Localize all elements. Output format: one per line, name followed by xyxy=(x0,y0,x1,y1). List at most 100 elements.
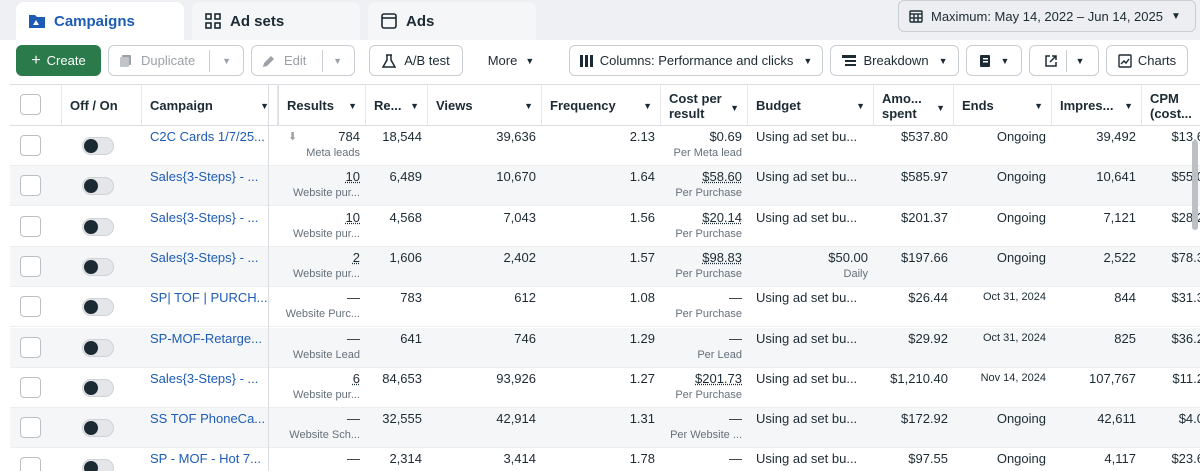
chevron-down-icon[interactable]: ▼ xyxy=(643,101,652,111)
row-checkbox[interactable] xyxy=(20,296,41,318)
chevron-down-icon[interactable]: ▼ xyxy=(524,101,533,111)
header-ends[interactable]: Ends ▼ xyxy=(954,85,1052,126)
campaign-cell[interactable]: SP-MOF-Retarge... xyxy=(142,328,278,368)
campaign-toggle[interactable] xyxy=(82,419,114,438)
views-value: 10,670 xyxy=(496,169,536,185)
campaign-toggle[interactable] xyxy=(82,298,114,317)
header-reach[interactable]: Re... ▼ xyxy=(366,85,428,126)
header-label: CPM xyxy=(1150,90,1179,106)
chevron-down-icon[interactable]: ▼ xyxy=(1124,101,1133,111)
more-button[interactable]: More ▼ xyxy=(474,45,548,76)
row-checkbox[interactable] xyxy=(20,215,41,237)
row-checkbox[interactable] xyxy=(20,135,41,156)
amount-spent-cell: $172.92 xyxy=(874,408,954,448)
duplicate-button[interactable]: Duplicate ▼ xyxy=(108,45,244,76)
budget-cell: $50.00 Daily xyxy=(748,247,874,287)
toggle-knob xyxy=(84,179,98,194)
table-row[interactable]: SS TOF PhoneCa... — Website Sch... 32,555 42… xyxy=(10,408,1200,449)
campaign-cell[interactable]: SP| TOF | PURCH... xyxy=(142,287,278,327)
header-budget[interactable]: Budget ▼ xyxy=(748,85,874,126)
table-row[interactable]: SP-MOF-Retarge... — Website Lead 641 746 1.29… xyxy=(10,327,1200,368)
chevron-down-icon[interactable]: ▼ xyxy=(1034,101,1043,111)
ab-test-button[interactable]: A/B test xyxy=(369,45,463,76)
campaign-toggle[interactable] xyxy=(82,217,114,236)
campaign-toggle[interactable] xyxy=(82,137,114,155)
campaign-cell[interactable]: SS TOF PhoneCa... xyxy=(142,408,278,448)
campaign-toggle[interactable] xyxy=(82,459,114,471)
breakdown-button[interactable]: Breakdown ▼ xyxy=(830,45,959,76)
header-label: Budget xyxy=(756,98,801,113)
campaign-name-link[interactable]: Sales{3-Steps} - ... xyxy=(150,169,259,185)
header-impressions[interactable]: Impres... ▼ xyxy=(1052,85,1142,126)
cost-per-result-type: Per Lead xyxy=(697,348,742,361)
tab-ad-sets[interactable]: Ad sets xyxy=(192,2,360,40)
header-campaign[interactable]: Campaign ▼ xyxy=(142,85,278,126)
export-button[interactable]: ▼ xyxy=(1029,45,1099,76)
chevron-down-icon[interactable]: ▼ xyxy=(730,103,739,113)
header-amount-spent[interactable]: Amo... spent ▼ xyxy=(874,85,954,126)
campaign-name-link[interactable]: SP| TOF | PURCH... xyxy=(150,290,268,306)
row-checkbox[interactable] xyxy=(20,417,41,439)
row-checkbox[interactable] xyxy=(20,255,41,277)
chevron-down-icon[interactable]: ▼ xyxy=(856,101,865,111)
header-frequency[interactable]: Frequency ▼ xyxy=(542,85,661,126)
campaign-cell[interactable]: Sales{3-Steps} - ... xyxy=(142,207,278,247)
reports-button[interactable]: ▼ xyxy=(966,45,1022,76)
table-row[interactable]: SP| TOF | PURCH... — Website Purc... 783 612… xyxy=(10,287,1200,328)
edit-button[interactable]: Edit ▼ xyxy=(251,45,355,76)
date-range-picker[interactable]: Maximum: May 14, 2022 – Jun 14, 2025 ▼ xyxy=(898,0,1196,32)
campaign-toggle[interactable] xyxy=(82,338,114,357)
create-button[interactable]: + Create xyxy=(16,45,101,76)
select-all-checkbox[interactable] xyxy=(20,94,41,115)
campaign-name-link[interactable]: SP-MOF-Retarge... xyxy=(150,330,262,346)
tab-campaigns[interactable]: Campaigns xyxy=(16,2,184,40)
chevron-down-icon[interactable]: ▼ xyxy=(348,101,357,111)
header-views[interactable]: Views ▼ xyxy=(428,85,542,126)
vertical-scrollbar[interactable] xyxy=(1192,140,1198,230)
table-row[interactable]: C2C Cards 1/7/25... ⬇ 784 Meta leads 18,544 3… xyxy=(10,126,1200,166)
charts-button[interactable]: Charts xyxy=(1106,45,1188,76)
campaign-toggle[interactable] xyxy=(82,177,114,196)
header-off-on[interactable]: Off / On xyxy=(62,85,142,126)
campaign-toggle[interactable] xyxy=(82,257,114,276)
tab-ads[interactable]: Ads xyxy=(368,2,536,40)
campaign-cell[interactable]: C2C Cards 1/7/25... xyxy=(142,126,278,166)
reach-cell: 4,568 xyxy=(366,207,428,247)
header-label: Re... xyxy=(374,98,402,113)
header-cpm[interactable]: CPM (cost... xyxy=(1142,85,1200,126)
table-row[interactable]: SP - MOF - Hot 7... — 2,314 3,414 1.78 — Using… xyxy=(10,448,1200,471)
cost-per-result-value: $0.69 xyxy=(709,129,742,144)
row-checkbox[interactable] xyxy=(20,457,41,471)
chevron-down-icon[interactable]: ▼ xyxy=(936,103,945,113)
table-row[interactable]: Sales{3-Steps} - ... 2 Website pur... 1,606… xyxy=(10,246,1200,287)
table-header: Off / On Campaign ▼ Results ▼ Re... ▼ Views… xyxy=(10,84,1200,126)
campaign-cell[interactable]: Sales{3-Steps} - ... xyxy=(142,166,278,206)
duplicate-label: Duplicate xyxy=(141,53,196,68)
campaign-name-link[interactable]: Sales{3-Steps} - ... xyxy=(150,249,259,265)
table-row[interactable]: Sales{3-Steps} - ... 6 Website pur... 84,65… xyxy=(10,368,1200,408)
row-checkbox[interactable] xyxy=(20,376,41,398)
frequency-value: 1.78 xyxy=(629,451,655,467)
campaign-name-link[interactable]: Sales{3-Steps} - ... xyxy=(150,209,259,225)
frequency-value: 1.31 xyxy=(629,411,655,427)
cost-per-result-cell: $20.14 Per Purchase xyxy=(661,207,748,247)
campaign-name-link[interactable]: SP - MOF - Hot 7... xyxy=(150,451,262,467)
header-results[interactable]: Results ▼ xyxy=(278,85,366,126)
campaign-cell[interactable]: SP - MOF - Hot 7... xyxy=(142,448,278,471)
chevron-down-icon[interactable]: ▼ xyxy=(260,101,269,111)
chevron-down-icon[interactable]: ▼ xyxy=(410,101,419,111)
campaign-toggle[interactable] xyxy=(82,378,114,397)
table-row[interactable]: Sales{3-Steps} - ... 10 Website pur... 4,56… xyxy=(10,207,1200,247)
campaign-name-link[interactable]: C2C Cards 1/7/25... xyxy=(150,129,265,144)
campaign-cell[interactable]: Sales{3-Steps} - ... xyxy=(142,368,278,408)
row-checkbox[interactable] xyxy=(20,175,41,197)
header-cost-per-result[interactable]: Cost per result ▼ xyxy=(661,85,748,126)
table-row[interactable]: Sales{3-Steps} - ... 10 Website pur... 6,48… xyxy=(10,166,1200,207)
columns-button[interactable]: Columns: Performance and clicks ▼ xyxy=(569,45,823,76)
campaign-cell[interactable]: Sales{3-Steps} - ... xyxy=(142,247,278,287)
results-cell: — xyxy=(278,448,366,471)
results-value: 10 xyxy=(345,169,360,185)
campaign-name-link[interactable]: SS TOF PhoneCa... xyxy=(150,411,266,427)
campaign-name-link[interactable]: Sales{3-Steps} - ... xyxy=(150,370,259,386)
row-checkbox[interactable] xyxy=(20,336,41,358)
